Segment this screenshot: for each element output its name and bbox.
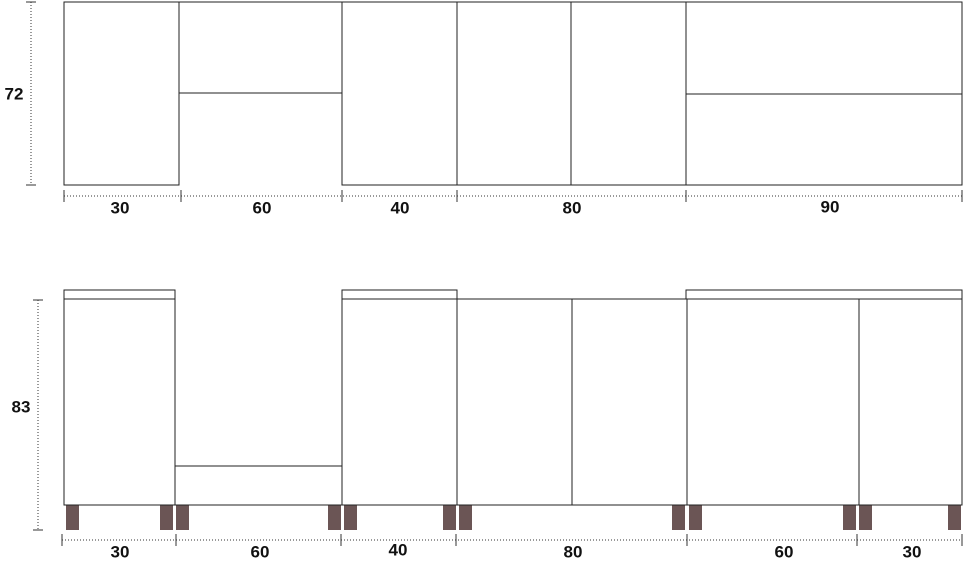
leg — [859, 505, 872, 530]
cabinet-door — [685, 93, 963, 186]
leg — [160, 505, 173, 530]
lower-width-label: 30 — [903, 542, 922, 561]
upper-height-label: 72 — [5, 84, 24, 103]
lower-width-label: 80 — [564, 542, 583, 561]
lower-width-label: 60 — [775, 542, 794, 561]
cabinet-door — [341, 1, 458, 186]
cabinet-door — [341, 298, 458, 506]
cabinet-door — [858, 298, 963, 506]
leg — [66, 505, 79, 530]
countertop — [685, 289, 963, 300]
leg — [459, 505, 472, 530]
leg — [344, 505, 357, 530]
leg — [328, 505, 341, 530]
cabinet-door — [63, 298, 176, 506]
upper-width-label: 30 — [111, 198, 130, 217]
leg — [948, 505, 961, 530]
leg — [689, 505, 702, 530]
cabinet-door — [174, 465, 343, 506]
leg — [176, 505, 189, 530]
lower-width-label: 60 — [251, 542, 270, 561]
cabinet-door — [685, 1, 963, 95]
countertop — [63, 289, 176, 300]
cabinet-door — [456, 1, 572, 186]
cabinet-door — [570, 1, 687, 186]
cabinet-door — [571, 298, 688, 506]
upper-width-label: 60 — [253, 198, 272, 217]
cabinet-door — [456, 298, 573, 506]
cabinet-door — [178, 1, 343, 94]
upper-width-label: 90 — [821, 197, 840, 216]
cabinet-door — [63, 1, 180, 186]
countertop — [341, 289, 458, 300]
cabinet-door — [686, 298, 860, 506]
lower-height-label: 83 — [12, 397, 31, 416]
lower-width-label: 30 — [111, 542, 130, 561]
lower-width-label: 40 — [389, 540, 408, 559]
leg — [672, 505, 685, 530]
upper-width-label: 80 — [563, 198, 582, 217]
leg — [443, 505, 456, 530]
leg — [843, 505, 856, 530]
upper-width-label: 40 — [391, 198, 410, 217]
